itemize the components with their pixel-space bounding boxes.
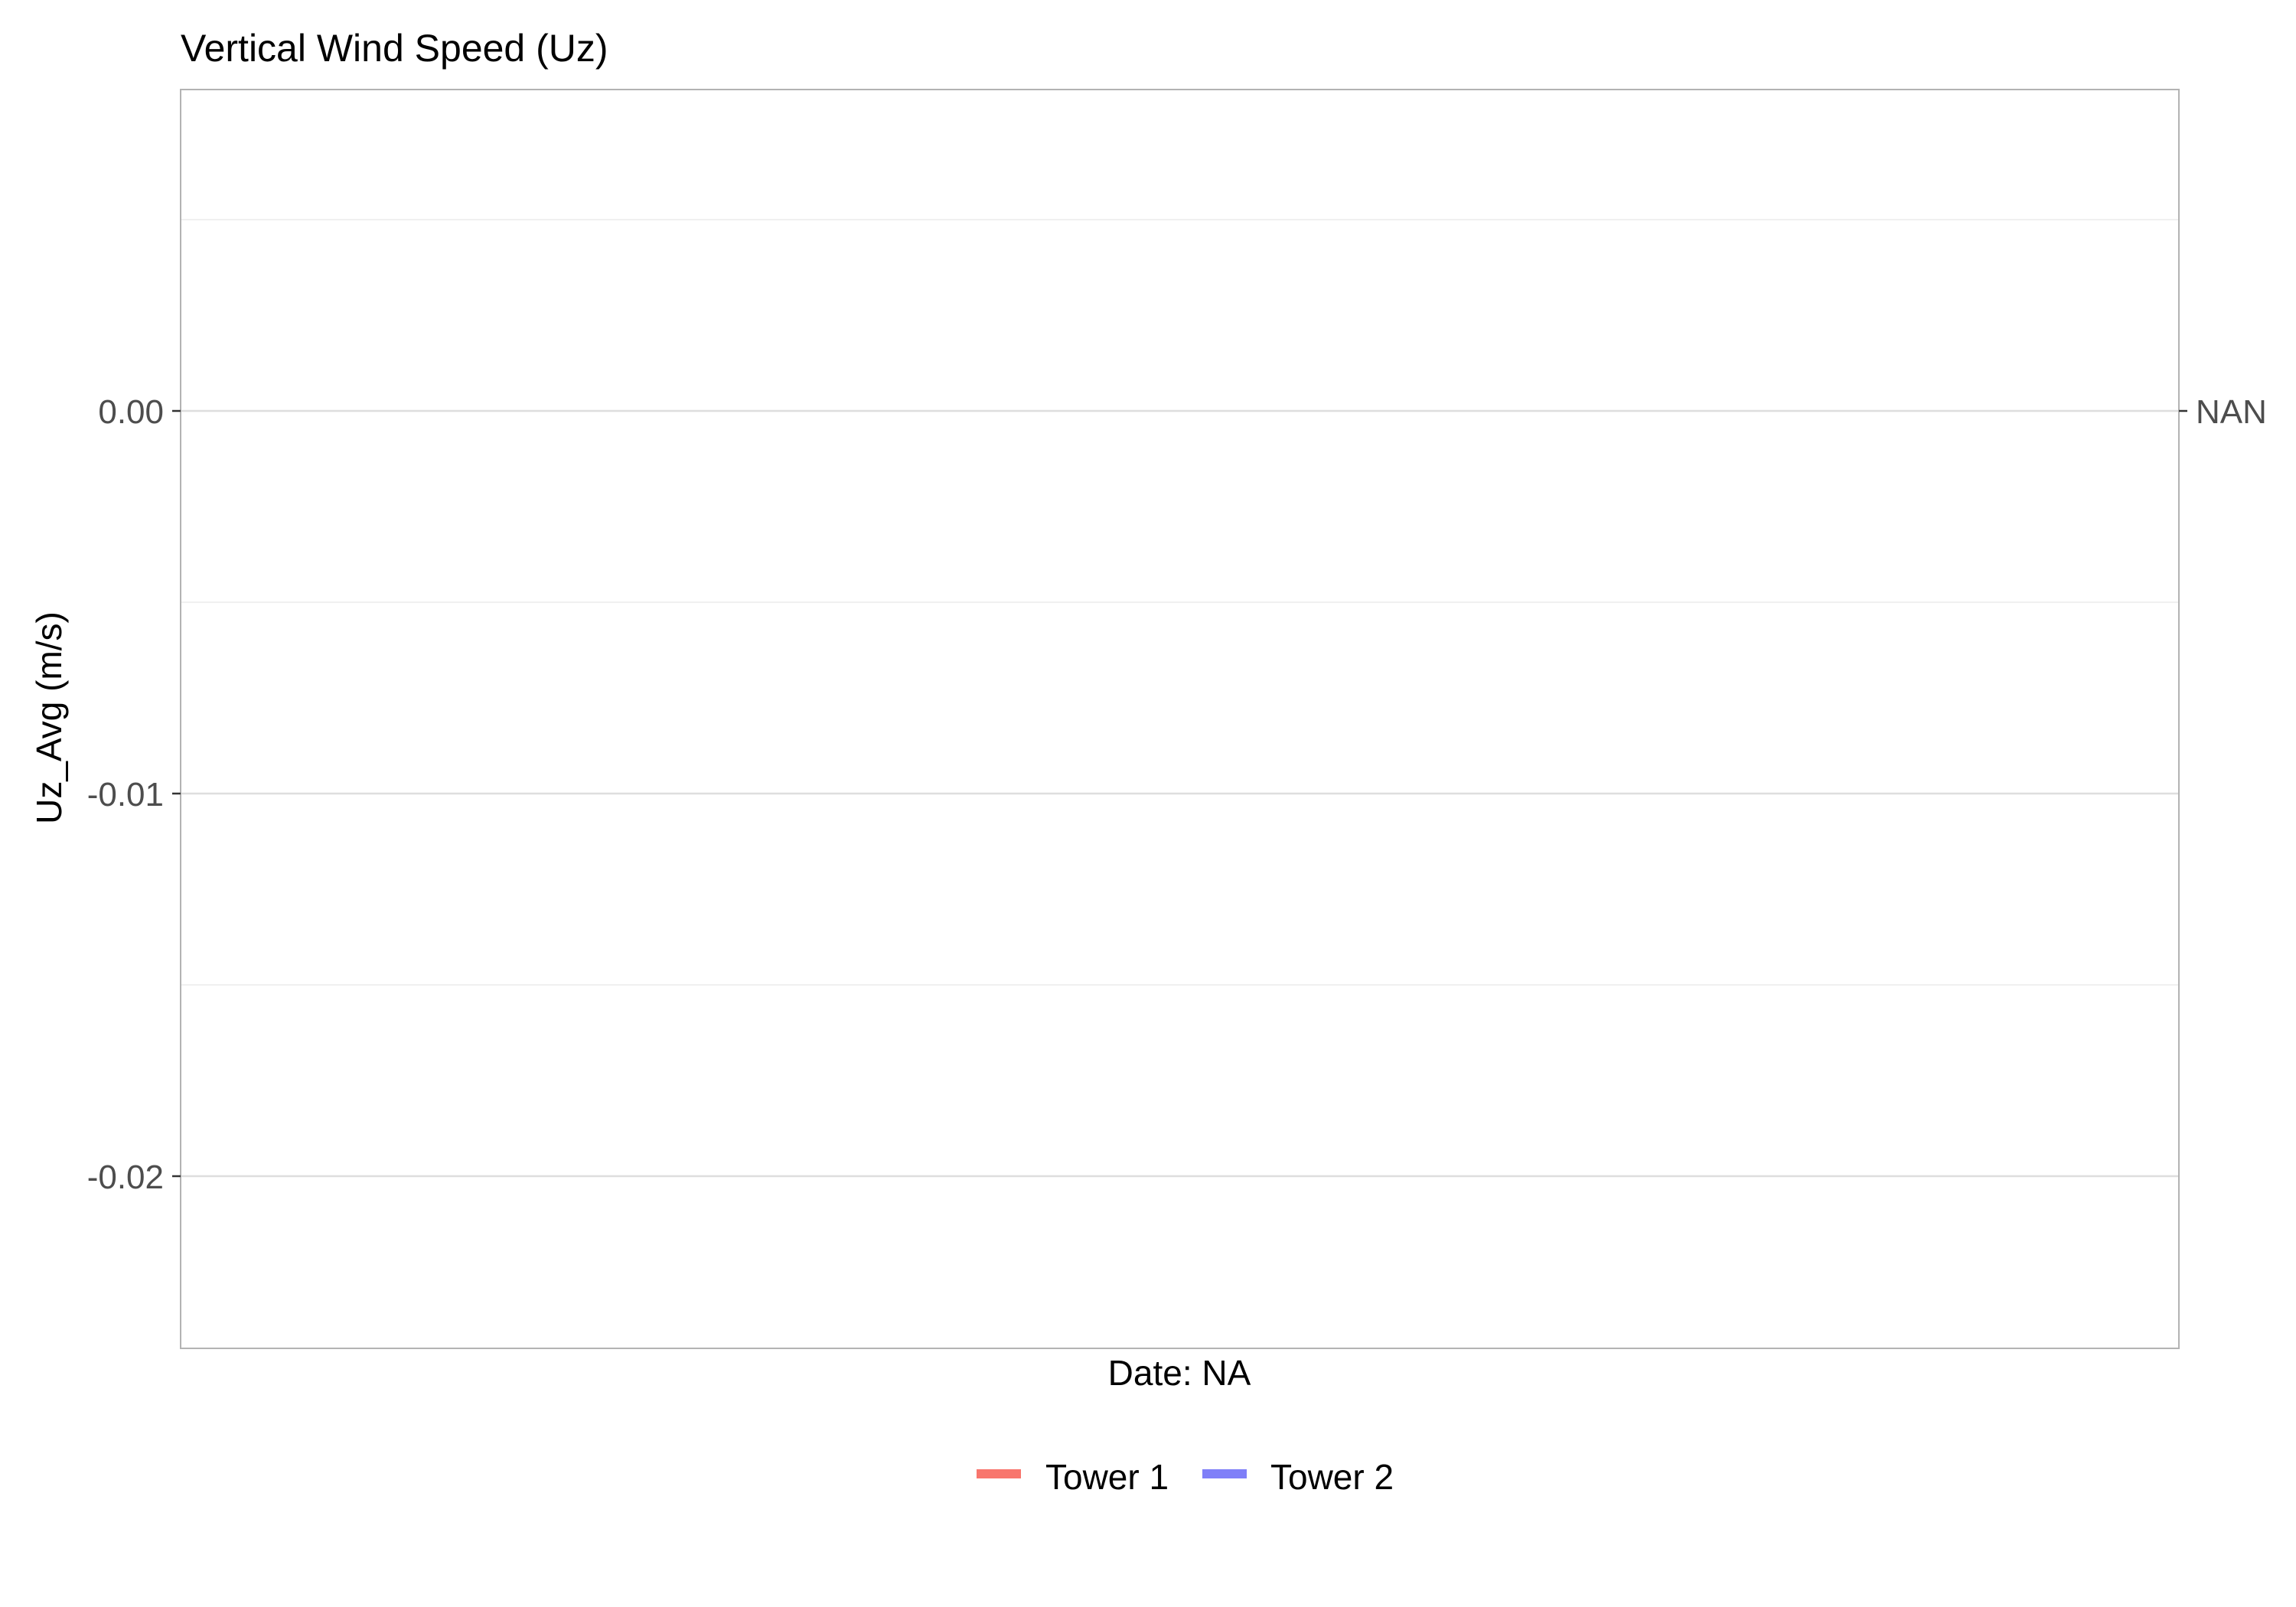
legend-item-tower-1: Tower 1 bbox=[977, 1457, 1169, 1497]
plot-panel-border bbox=[180, 89, 2180, 1349]
legend-key-tower-2 bbox=[1202, 1469, 1247, 1478]
y-axis-ticks: 0.00 -0.01 -0.02 bbox=[87, 393, 181, 1196]
legend-label-tower-2: Tower 2 bbox=[1270, 1457, 1394, 1497]
legend-item-tower-2: Tower 2 bbox=[1202, 1457, 1394, 1497]
secondary-y-tick-label: NAN bbox=[2196, 393, 2267, 431]
major-gridlines bbox=[181, 409, 2179, 1178]
y-axis-title: Uz_Avg (m/s) bbox=[29, 611, 69, 824]
y-tick-label-0: 0.00 bbox=[98, 393, 164, 431]
minor-gridlines bbox=[181, 219, 2179, 986]
secondary-y-axis: NAN bbox=[2179, 393, 2267, 431]
legend-label-tower-1: Tower 1 bbox=[1045, 1457, 1169, 1497]
chart-title: Vertical Wind Speed (Uz) bbox=[181, 27, 608, 70]
y-tick-label-1: -0.01 bbox=[87, 776, 164, 813]
y-tick-label-2: -0.02 bbox=[87, 1159, 164, 1196]
legend-key-tower-1 bbox=[977, 1469, 1021, 1478]
legend: Tower 1 Tower 2 bbox=[977, 1457, 1394, 1497]
x-axis-title: Date: NA bbox=[1108, 1353, 1251, 1393]
